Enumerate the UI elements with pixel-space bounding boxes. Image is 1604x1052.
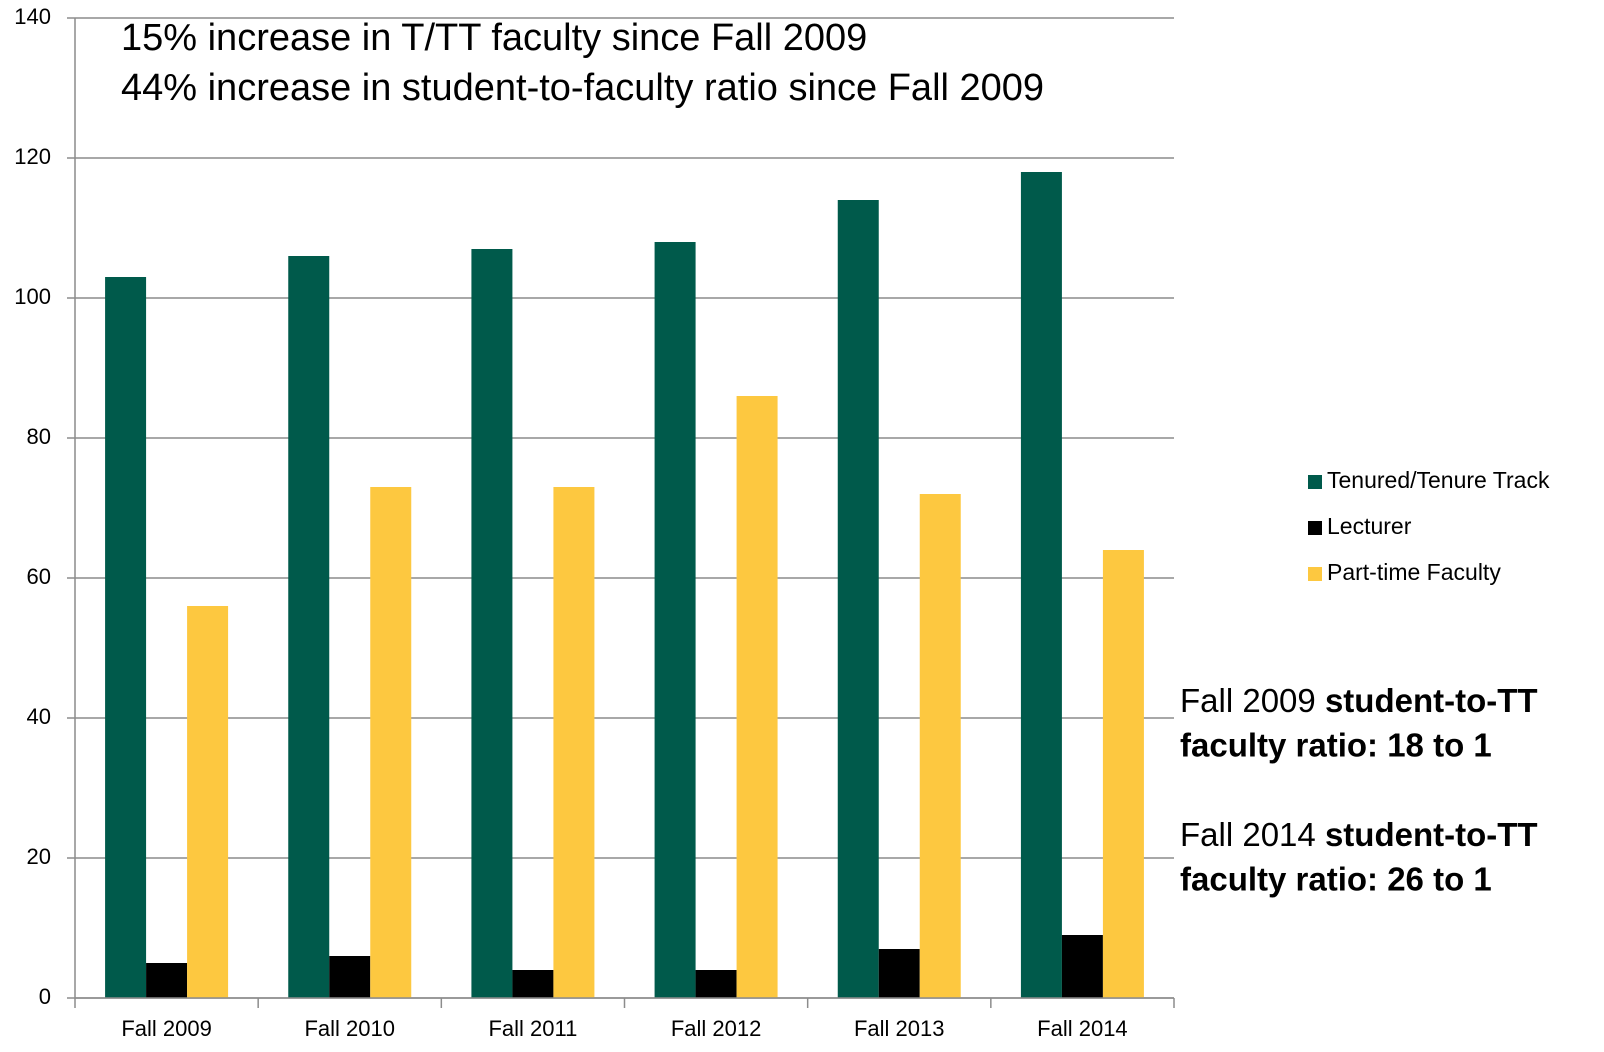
bar: [146, 963, 188, 998]
y-tick-label: 80: [27, 424, 51, 449]
bar: [878, 949, 920, 998]
bar: [654, 242, 696, 998]
note-prefix: Fall 2014: [1180, 816, 1316, 853]
annotation: 44% increase in student-to-faculty ratio…: [121, 67, 1044, 109]
x-tick-label: Fall 2011: [488, 1016, 577, 1041]
bar: [695, 970, 737, 998]
legend-label: Tenured/Tenure Track: [1327, 467, 1550, 493]
note: Fall 2009 student-to-TT: [1180, 682, 1538, 719]
note-bold: student-to-TT: [1325, 816, 1538, 853]
bar: [187, 606, 229, 998]
legend-label: Lecturer: [1327, 513, 1412, 539]
y-tick-label: 140: [14, 4, 51, 29]
x-tick-label: Fall 2010: [304, 1016, 395, 1041]
y-tick-label: 120: [14, 144, 51, 169]
bar: [1020, 172, 1062, 998]
note-bold: faculty ratio: 18 to 1: [1180, 727, 1492, 764]
legend-swatch: [1308, 567, 1322, 581]
legend-swatch: [1308, 521, 1322, 535]
bar: [329, 956, 371, 998]
note-prefix: Fall 2009: [1180, 682, 1316, 719]
bar: [512, 970, 554, 998]
bar: [288, 256, 330, 998]
x-tick-label: Fall 2013: [854, 1016, 945, 1041]
annotation: 15% increase in T/TT faculty since Fall …: [121, 17, 867, 59]
note: Fall 2014 student-to-TT: [1180, 816, 1538, 853]
bar: [1061, 935, 1103, 998]
bar: [105, 277, 147, 998]
x-tick-label: Fall 2014: [1037, 1016, 1128, 1041]
y-tick-label: 0: [39, 984, 51, 1009]
bar: [1102, 550, 1144, 998]
bar: [837, 200, 879, 998]
note-bold: student-to-TT: [1325, 682, 1538, 719]
y-tick-label: 100: [14, 284, 51, 309]
bar: [919, 494, 961, 998]
bar: [736, 396, 778, 998]
y-tick-label: 20: [27, 844, 51, 869]
note-bold: faculty ratio: 26 to 1: [1180, 861, 1492, 898]
y-tick-label: 40: [27, 704, 51, 729]
legend-swatch: [1308, 475, 1322, 489]
bar: [553, 487, 595, 998]
bar: [471, 249, 513, 998]
bar: [370, 487, 412, 998]
x-tick-label: Fall 2012: [671, 1016, 762, 1041]
y-tick-label: 60: [27, 564, 51, 589]
legend-label: Part-time Faculty: [1327, 559, 1501, 585]
x-tick-label: Fall 2009: [121, 1016, 212, 1041]
